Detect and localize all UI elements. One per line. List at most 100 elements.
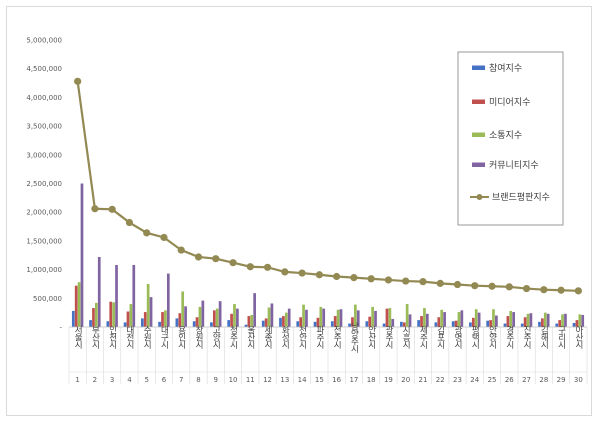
bar — [425, 313, 429, 327]
line-point — [263, 263, 272, 271]
category-label: 아산시 — [573, 325, 583, 349]
rank-label: 4 — [127, 376, 132, 384]
bar — [371, 306, 374, 327]
bar — [247, 316, 251, 327]
y-tick-label: 1,500,000 — [26, 237, 62, 245]
bar — [405, 304, 409, 327]
line-point — [108, 205, 116, 213]
rank-label: 21 — [419, 376, 428, 384]
bar — [572, 322, 576, 327]
line-point — [367, 275, 375, 283]
line-point — [557, 286, 565, 294]
bar — [282, 316, 285, 327]
bar — [420, 316, 423, 327]
y-tick-label: 3,000,000 — [26, 151, 62, 159]
bar — [503, 323, 507, 327]
bar — [457, 312, 461, 327]
bar — [348, 323, 351, 327]
bar — [440, 309, 444, 327]
bar — [336, 309, 340, 327]
legend-label: 참여지수 — [489, 62, 522, 74]
y-axis: 5,000,000 4,500,000 4,000,000 3,500,000 3,00… — [26, 37, 62, 332]
bar — [212, 310, 216, 327]
rank-label: 19 — [384, 376, 393, 384]
category-label: 고양시 — [211, 326, 221, 349]
y-tick-label: - — [59, 324, 62, 332]
bar — [250, 314, 254, 327]
bar — [233, 304, 236, 327]
bar — [181, 291, 185, 327]
bar — [541, 318, 544, 327]
bar — [333, 316, 337, 327]
bar — [195, 317, 199, 327]
bar — [388, 308, 392, 327]
bar — [267, 307, 271, 327]
category-label: 세종시 — [263, 326, 273, 349]
y-tick-label: 2,500,000 — [26, 180, 62, 188]
bar — [558, 320, 561, 327]
legend-label: 소통지수 — [489, 130, 522, 141]
rank-label: 14 — [298, 376, 307, 384]
line-point — [212, 255, 220, 263]
legend-swatch — [472, 162, 485, 167]
category-label: 안산시 — [366, 325, 376, 349]
legend-swatch — [472, 99, 485, 104]
bar — [400, 321, 403, 327]
line-point — [333, 272, 341, 281]
category-label: 천안시 — [297, 325, 307, 349]
bar — [391, 318, 395, 327]
line-point — [281, 268, 289, 276]
bar — [192, 321, 196, 327]
bar — [561, 314, 564, 327]
bar — [564, 313, 567, 327]
bar — [489, 320, 492, 327]
line-point — [574, 287, 582, 295]
bar — [402, 322, 406, 327]
line-point — [436, 279, 444, 287]
bar — [322, 308, 326, 327]
category-label: 수원시 — [142, 326, 152, 349]
rank-label: 1 — [75, 376, 79, 384]
bar — [437, 317, 441, 327]
category-label: 남양주시 — [349, 322, 359, 353]
bar — [316, 317, 320, 327]
rank-label: 22 — [436, 376, 445, 384]
bar — [408, 314, 412, 327]
bar — [529, 313, 533, 327]
category-label: 인천시 — [107, 325, 117, 349]
line-point — [91, 205, 99, 213]
bar — [495, 315, 498, 327]
line-point — [488, 282, 496, 290]
rank-label: 23 — [453, 376, 462, 384]
bar — [112, 302, 115, 327]
line-point — [402, 277, 410, 285]
legend-label: 미디어지수 — [489, 97, 530, 108]
line-point — [350, 274, 358, 282]
bar — [305, 309, 308, 327]
bar — [287, 308, 291, 327]
bar — [417, 320, 420, 327]
bar — [454, 320, 458, 327]
rank-label: 24 — [470, 376, 479, 384]
bar — [509, 310, 513, 327]
bar — [92, 308, 95, 327]
bar — [543, 312, 547, 327]
bar — [201, 300, 205, 327]
bar — [302, 304, 305, 327]
bar — [374, 310, 377, 327]
y-tick-label: 2,000,000 — [26, 209, 62, 217]
bar — [492, 309, 495, 327]
bar — [109, 301, 113, 327]
line-series-group — [74, 77, 582, 295]
category-label: 평택시 — [470, 325, 480, 349]
bar — [296, 321, 300, 327]
bar — [382, 323, 386, 327]
chart-frame: 5,000,000 4,500,000 4,000,000 3,500,000 3,00… — [6, 6, 592, 416]
bar — [526, 313, 530, 327]
rank-label: 10 — [229, 376, 238, 384]
category-label: 용인시 — [176, 326, 186, 349]
rank-label: 26 — [505, 376, 514, 384]
bar — [520, 323, 524, 327]
category-label: 서울시 — [73, 326, 83, 349]
bar — [115, 265, 118, 327]
